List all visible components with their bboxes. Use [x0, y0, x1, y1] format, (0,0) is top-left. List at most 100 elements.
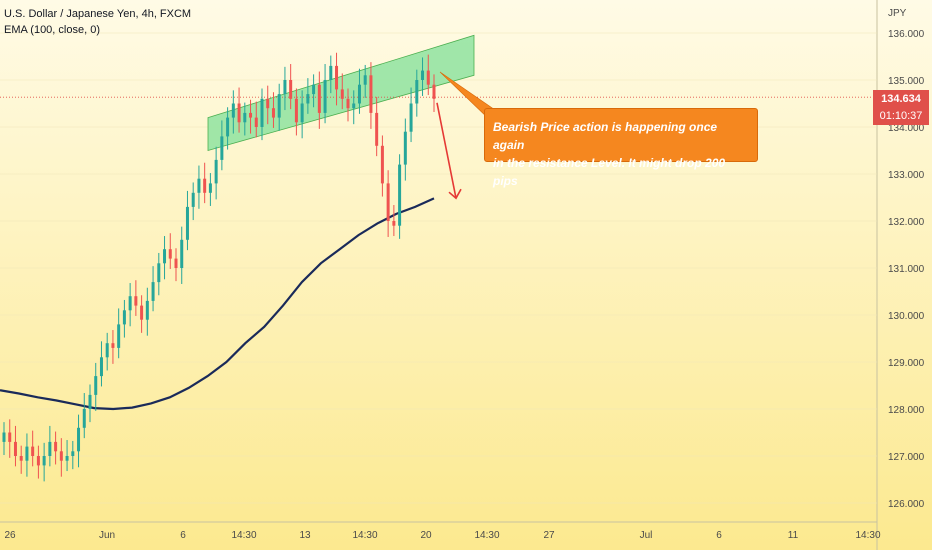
candle-body — [163, 249, 167, 264]
x-tick-label: 14:30 — [352, 530, 377, 541]
candle-body — [363, 75, 367, 85]
candle-body — [415, 80, 419, 104]
price-axis-unit: JPY — [888, 8, 907, 19]
candle-body — [346, 98, 350, 109]
candle-body — [231, 103, 235, 118]
candle-body — [426, 70, 430, 85]
x-tick-label: 14:30 — [231, 530, 256, 541]
y-tick-label: 134.000 — [888, 123, 925, 134]
candle-body — [392, 221, 396, 226]
y-tick-label: 131.000 — [888, 264, 925, 275]
candle-body — [128, 296, 132, 311]
candle-body — [220, 136, 224, 160]
candle-body — [13, 441, 17, 456]
candle-body — [226, 117, 230, 137]
candle-body — [145, 300, 149, 320]
x-tick-label: Jul — [640, 530, 653, 541]
candle-body — [369, 75, 373, 113]
candle-body — [403, 131, 407, 165]
candle-body — [94, 376, 98, 395]
x-tick-label: 14:30 — [474, 530, 499, 541]
y-tick-label: 130.000 — [888, 311, 925, 322]
candle-body — [357, 84, 361, 104]
candle-body — [31, 446, 35, 456]
candle-body — [317, 84, 321, 113]
candle-body — [191, 192, 195, 207]
countdown-badge: 01:10:37 — [873, 107, 929, 125]
candle-body — [99, 357, 103, 377]
candle-body — [312, 84, 316, 95]
candle-body — [77, 427, 81, 452]
y-tick-label: 129.000 — [888, 358, 925, 369]
candle-body — [432, 84, 436, 99]
projection-arrowhead — [448, 188, 462, 200]
candle-body — [8, 432, 12, 442]
candle-body — [254, 117, 258, 127]
candle-body — [214, 159, 218, 184]
candle-body — [48, 441, 52, 456]
x-tick-label: 27 — [543, 530, 555, 541]
candle-body — [352, 103, 356, 109]
x-tick-label: 6 — [716, 530, 722, 541]
candle-body — [134, 296, 138, 306]
y-tick-label: 132.000 — [888, 217, 925, 228]
candle-body — [117, 324, 121, 348]
y-tick-label: 135.000 — [888, 76, 925, 87]
candle-body — [82, 409, 86, 428]
ema-line — [0, 197, 435, 411]
candle-body — [180, 239, 184, 268]
candle-body — [335, 65, 339, 90]
annotation-line-2: in the resistance Level. It might drop 2… — [493, 156, 726, 188]
candle-body — [266, 98, 270, 109]
candle-body — [421, 70, 425, 80]
y-tick-label: 127.000 — [888, 452, 925, 463]
candle-body — [71, 451, 75, 456]
candle-body — [208, 183, 212, 193]
candle-body — [122, 310, 126, 325]
candle-body — [260, 98, 264, 127]
candle-body — [249, 112, 253, 118]
candle-body — [243, 112, 247, 123]
x-tick-label: 14:30 — [855, 530, 880, 541]
candle-body — [65, 456, 69, 461]
candle-body — [2, 432, 6, 442]
candle-body — [88, 394, 92, 409]
candle-body — [323, 80, 327, 113]
x-tick-label: 26 — [4, 530, 16, 541]
x-tick-label: 13 — [299, 530, 311, 541]
candle-body — [197, 178, 201, 193]
candle-body — [157, 263, 161, 283]
y-tick-label: 126.000 — [888, 499, 925, 510]
annotation-line-1: Bearish Price action is happening once a… — [493, 120, 718, 152]
y-tick-label: 133.000 — [888, 170, 925, 181]
candle-body — [174, 258, 178, 268]
candle-body — [151, 282, 155, 301]
candle-body — [36, 456, 40, 466]
candle-body — [185, 206, 189, 240]
candle-body — [294, 98, 298, 123]
candle-body — [59, 451, 63, 461]
legend-symbol[interactable]: U.S. Dollar / Japanese Yen, 4h, FXCM — [4, 8, 192, 20]
candle-body — [329, 65, 333, 80]
candle-body — [140, 305, 144, 320]
candle-body — [289, 80, 293, 99]
candle-body — [375, 112, 379, 146]
annotation-callout[interactable]: Bearish Price action is happening once a… — [484, 108, 758, 188]
candle-body — [386, 183, 390, 221]
x-tick-label: 20 — [420, 530, 432, 541]
x-tick-label: Jun — [99, 530, 115, 541]
candle-body — [277, 94, 281, 118]
candle-body — [271, 108, 275, 118]
candle-body — [237, 103, 241, 123]
y-tick-label: 128.000 — [888, 405, 925, 416]
candle-body — [306, 94, 310, 104]
candle-body — [25, 446, 29, 461]
candle-body — [300, 103, 304, 123]
candle-body — [398, 164, 402, 226]
legend-ema[interactable]: EMA (100, close, 0) — [4, 24, 100, 36]
candle-body — [42, 456, 46, 466]
chart-legend: U.S. Dollar / Japanese Yen, 4h, FXCM EMA… — [4, 6, 191, 38]
